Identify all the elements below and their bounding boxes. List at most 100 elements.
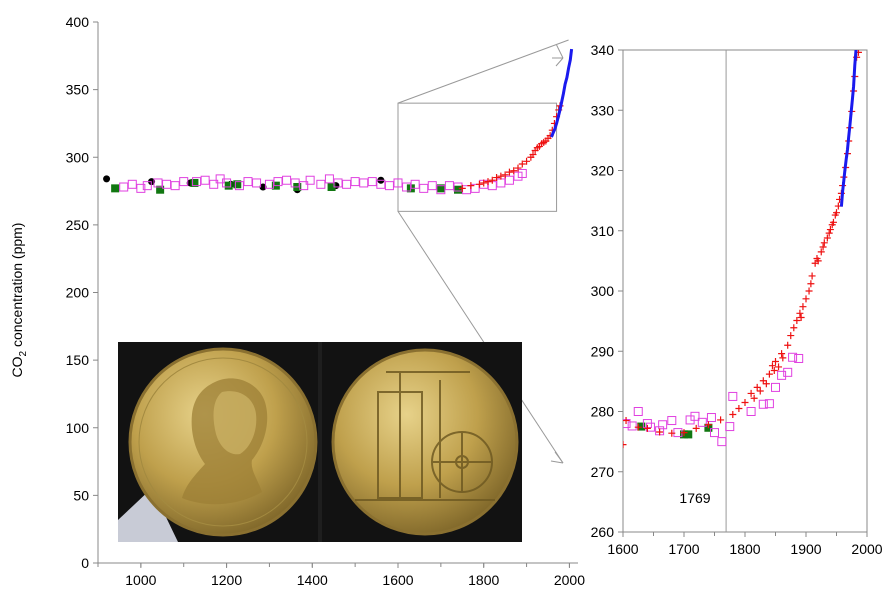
data-point-plus <box>770 367 778 375</box>
x-tick-label: 1600 <box>607 541 638 557</box>
y-tick-label: 280 <box>591 404 615 420</box>
connector-arrow-top <box>556 44 564 59</box>
data-point-plus <box>510 167 518 175</box>
data-point-square-open <box>504 175 514 185</box>
main-chart: 0 50 100 150 200 250 300 350 400 1000 1200 1400 160… <box>9 14 585 588</box>
data-point-square-open <box>725 422 735 432</box>
data-point-plus <box>826 226 834 234</box>
data-point-square-filled <box>190 178 199 187</box>
data-point-plus <box>505 168 513 176</box>
data-point-plus <box>807 280 815 288</box>
data-point-square-open <box>444 181 454 191</box>
series-line-blue <box>839 50 858 207</box>
y-tick-label: 350 <box>66 82 90 98</box>
y-tick-label: 100 <box>66 420 90 436</box>
data-point-plus <box>759 377 767 385</box>
data-point-circle <box>103 175 111 183</box>
data-point-plus <box>623 417 630 425</box>
data-point-plus <box>475 180 483 188</box>
data-point-square-open <box>517 168 527 178</box>
data-point-plus <box>823 234 831 242</box>
data-point-square-open <box>410 179 420 189</box>
y-tick-label: 260 <box>591 524 615 540</box>
x-tick-label: 1800 <box>468 572 499 588</box>
data-point-plus <box>793 317 801 325</box>
data-point-plus <box>747 389 755 397</box>
x-tick-label: 1000 <box>125 572 156 588</box>
data-point-square-open <box>777 370 787 380</box>
data-point-square-filled <box>233 180 242 189</box>
data-point-plus <box>820 239 828 247</box>
data-point-plus <box>805 287 813 295</box>
data-point-plus <box>778 350 786 358</box>
data-point-square-open <box>690 411 700 421</box>
data-point-plus <box>775 363 783 371</box>
data-point-square-open <box>170 181 180 191</box>
data-point-square-open <box>633 407 643 416</box>
y-tick-label: 340 <box>591 42 615 58</box>
y-tick-label: 50 <box>73 487 89 503</box>
data-point-square-open <box>243 177 253 187</box>
data-point-square-open <box>209 179 219 189</box>
data-point-plus <box>768 362 776 370</box>
data-point-plus <box>796 309 804 317</box>
data-point-square-open <box>402 182 412 192</box>
data-point-plus <box>729 411 737 419</box>
data-point-plus <box>799 303 807 311</box>
data-point-square-open <box>264 179 274 189</box>
main-y-axis-label: CO2 concentration (ppm) <box>9 223 29 378</box>
data-point-square-open <box>252 178 262 188</box>
data-point-square-filled <box>454 185 462 194</box>
data-point-plus <box>484 178 492 186</box>
data-point-square-open <box>192 177 202 187</box>
zoom-box <box>397 102 558 212</box>
arrowhead-top <box>552 57 564 67</box>
data-point-plus <box>833 209 840 217</box>
data-point-plus <box>458 184 466 192</box>
y-tick-label: 300 <box>66 149 90 165</box>
data-point-plus <box>480 179 488 187</box>
data-point-plus <box>750 394 758 402</box>
data-point-square-open <box>645 422 655 432</box>
data-point-square-open <box>342 179 352 189</box>
data-point-plus <box>680 429 688 437</box>
data-point-plus <box>704 421 712 429</box>
data-point-square-open <box>436 185 446 195</box>
data-point-plus <box>529 151 537 159</box>
series-line-blue <box>550 48 574 138</box>
arrowhead-bottom <box>550 451 564 464</box>
data-point-plus <box>808 272 816 280</box>
data-point-square-filled <box>224 181 233 190</box>
data-point-square-open <box>367 177 377 187</box>
data-point-square-filled <box>156 185 165 194</box>
y-tick-label: 270 <box>591 464 615 480</box>
inset-annotation-1769: 1769 <box>679 490 710 506</box>
y-tick-label: 310 <box>591 223 615 239</box>
y-tick-label: 300 <box>591 283 615 299</box>
data-point-plus <box>488 176 496 184</box>
medal-photo <box>118 342 522 542</box>
data-point-plus <box>779 354 787 362</box>
x-tick-label: 1900 <box>790 541 821 557</box>
data-point-square-open <box>142 181 152 191</box>
y-tick-label: 250 <box>66 217 90 233</box>
data-point-square-open <box>667 416 677 426</box>
data-point-square-open <box>764 399 774 409</box>
data-point-square-open <box>136 183 146 193</box>
data-point-plus <box>523 157 531 165</box>
y-tick-label: 330 <box>591 102 615 118</box>
data-point-plus <box>817 248 825 256</box>
data-point-square-open <box>333 178 343 188</box>
data-point-plus <box>790 324 798 332</box>
y-tick-label: 290 <box>591 343 615 359</box>
data-point-square-open <box>127 179 137 189</box>
data-point-square-open <box>717 437 727 447</box>
data-point-plus <box>753 383 761 391</box>
data-point-square-filled <box>327 183 336 192</box>
data-point-square-open <box>697 417 707 427</box>
data-point-plus <box>825 229 833 237</box>
data-point-square-open <box>299 181 309 191</box>
medal-portrait-icon <box>128 347 318 537</box>
data-point-plus <box>656 428 664 436</box>
data-point-plus <box>802 295 810 303</box>
